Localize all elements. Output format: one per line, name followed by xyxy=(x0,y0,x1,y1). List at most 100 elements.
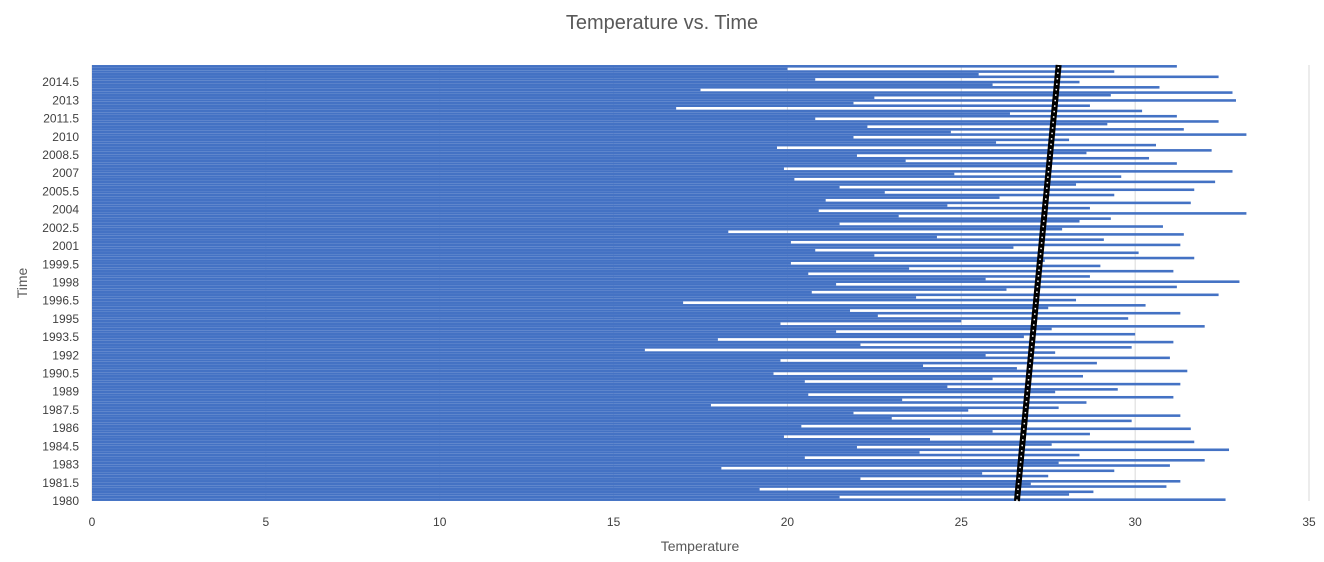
y-tick-label: 2013 xyxy=(52,93,79,107)
x-tick-label: 30 xyxy=(1128,515,1142,529)
bar xyxy=(92,406,1059,410)
bar xyxy=(92,464,1170,467)
bar xyxy=(92,233,1184,236)
bar xyxy=(92,361,1097,365)
bar xyxy=(92,290,812,294)
trendline xyxy=(1013,64,1062,502)
bar xyxy=(92,419,1132,423)
bar xyxy=(92,70,1115,73)
bar xyxy=(92,335,1024,339)
bar xyxy=(92,348,645,352)
bar xyxy=(92,443,1052,446)
bar xyxy=(92,212,1247,215)
bar xyxy=(92,128,1184,131)
bar xyxy=(92,241,791,244)
bar xyxy=(92,104,1090,107)
bar xyxy=(92,65,1177,68)
bar xyxy=(92,83,993,86)
trendline-dots xyxy=(1016,64,1060,502)
bar xyxy=(92,411,854,415)
y-tick-label: 1986 xyxy=(52,421,79,435)
y-tick-label: 1987.5 xyxy=(42,403,79,417)
y-tick-label: 1999.5 xyxy=(42,257,79,271)
bar xyxy=(92,304,1146,307)
bar xyxy=(92,393,809,396)
bar xyxy=(92,372,774,375)
bar xyxy=(92,75,1219,79)
bar xyxy=(92,380,805,383)
x-axis-title: Temperature xyxy=(661,538,740,554)
bar xyxy=(92,227,1063,231)
bar xyxy=(92,135,854,139)
y-tick-label: 1992 xyxy=(52,348,79,362)
bar xyxy=(92,133,1247,136)
bar xyxy=(92,251,1139,255)
bar xyxy=(92,296,917,299)
bar xyxy=(92,175,1122,178)
bar xyxy=(92,146,777,150)
bar xyxy=(92,414,1181,417)
y-tick-label: 2005.5 xyxy=(42,184,79,198)
bar xyxy=(92,217,1111,220)
bar xyxy=(92,177,795,181)
bar xyxy=(92,398,903,402)
x-tick-label: 0 xyxy=(89,515,96,529)
y-tick-label: 2014.5 xyxy=(42,75,79,89)
y-axis-title: Time xyxy=(14,267,30,298)
bar xyxy=(92,72,979,76)
bar xyxy=(92,306,1049,310)
bar xyxy=(92,367,1017,370)
y-tick-label: 1980 xyxy=(52,494,79,508)
y-axis-ticks: 1980 1981.5 1983 1984.5 1986 1987.5 1989 1990.5… xyxy=(42,75,79,508)
bar xyxy=(92,285,1177,289)
bar xyxy=(92,112,1010,115)
bar xyxy=(92,193,1115,197)
bar xyxy=(92,472,983,475)
bar xyxy=(92,374,1083,378)
bar xyxy=(92,201,1191,205)
bar xyxy=(92,456,805,459)
bar xyxy=(92,183,1077,186)
bar xyxy=(92,188,1195,192)
bar xyxy=(92,427,1191,431)
bar xyxy=(92,432,1090,436)
chart-title: Temperature vs. Time xyxy=(566,12,758,34)
bar xyxy=(92,351,1056,354)
bar xyxy=(92,235,937,239)
y-tick-label: 1984.5 xyxy=(42,439,79,453)
bar xyxy=(92,149,1212,152)
bar xyxy=(92,180,1216,184)
bar xyxy=(92,377,993,381)
y-tick-label: 1990.5 xyxy=(42,367,79,381)
bar xyxy=(92,435,784,438)
bar xyxy=(92,498,1226,501)
bar xyxy=(92,485,1167,488)
bar xyxy=(92,96,875,100)
y-tick-label: 2002.5 xyxy=(42,221,79,235)
y-tick-label: 1995 xyxy=(52,312,79,326)
bar xyxy=(92,122,1108,126)
x-tick-label: 15 xyxy=(607,515,621,529)
bar xyxy=(92,120,1219,123)
bar xyxy=(92,86,1160,89)
bar xyxy=(92,219,1080,223)
bar xyxy=(92,280,1240,283)
x-tick-label: 10 xyxy=(433,515,447,529)
x-axis-ticks: 0 5 10 15 20 25 30 35 xyxy=(89,515,1316,529)
bar xyxy=(92,267,910,270)
bar xyxy=(92,301,684,304)
bar xyxy=(92,109,1143,113)
bar xyxy=(92,364,924,368)
bar xyxy=(92,204,948,207)
bar xyxy=(92,469,1115,473)
bar xyxy=(92,125,868,129)
bar xyxy=(92,248,816,252)
y-tick-label: 2007 xyxy=(52,166,79,180)
bar xyxy=(92,325,1205,328)
bar xyxy=(92,138,1070,142)
y-tick-label: 2010 xyxy=(52,130,79,144)
bar xyxy=(92,314,878,318)
bar xyxy=(92,453,1080,457)
bar xyxy=(92,91,1233,94)
